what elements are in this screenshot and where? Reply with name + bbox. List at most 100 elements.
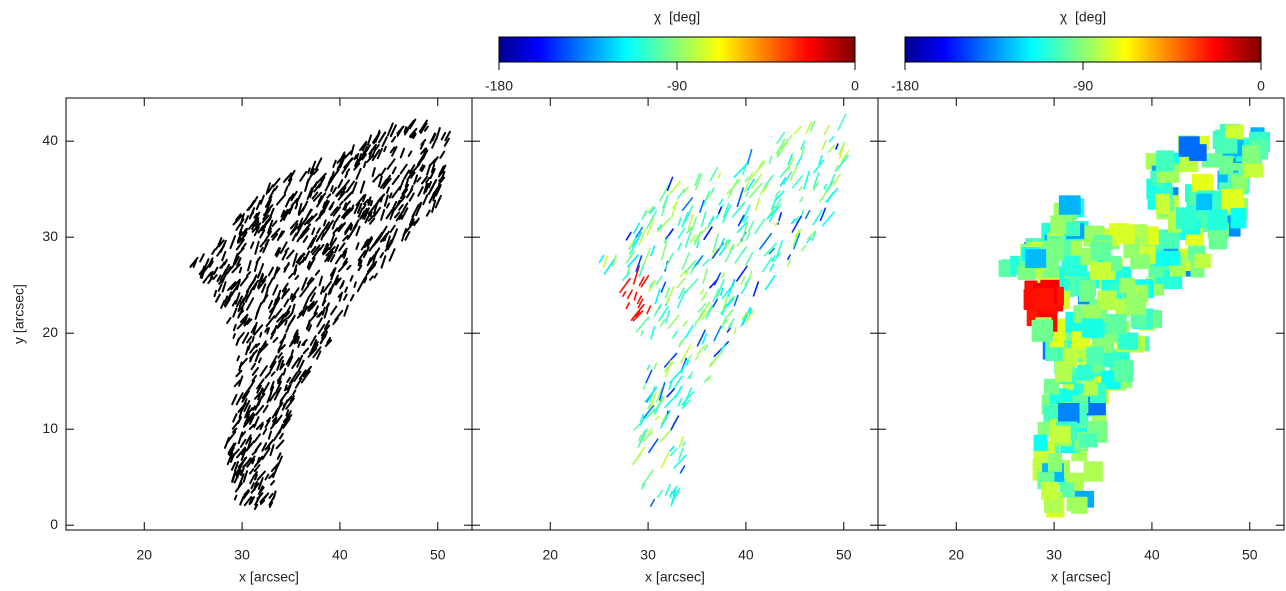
map-feature xyxy=(236,446,247,459)
map-feature xyxy=(232,413,238,423)
map-pixel xyxy=(1089,261,1111,280)
map-feature xyxy=(428,180,432,189)
map-feature xyxy=(326,336,332,344)
map-feature xyxy=(408,164,416,174)
map-feature xyxy=(315,210,326,222)
map-feature xyxy=(307,277,315,287)
map-feature xyxy=(359,180,366,194)
map-feature xyxy=(307,347,318,358)
map-feature xyxy=(262,288,269,303)
map-feature xyxy=(302,347,310,355)
map-feature xyxy=(246,455,256,468)
map-feature xyxy=(839,144,845,159)
map-feature xyxy=(687,214,694,230)
map-feature xyxy=(649,385,656,403)
map-feature xyxy=(722,202,730,218)
map-feature xyxy=(324,243,330,254)
map-feature xyxy=(353,281,357,288)
map-feature xyxy=(787,258,792,267)
map-feature xyxy=(719,237,725,250)
map-feature xyxy=(285,397,295,410)
map-feature xyxy=(747,220,755,233)
map-feature xyxy=(768,155,773,165)
map-feature xyxy=(720,342,727,352)
x-axis-label: x [arcsec] xyxy=(645,569,705,585)
map-feature xyxy=(286,249,295,260)
map-feature xyxy=(259,229,266,239)
y-tick-label: 10 xyxy=(42,420,58,436)
map-feature xyxy=(398,204,404,211)
map-feature xyxy=(838,141,846,155)
map-feature xyxy=(322,201,326,209)
map-feature xyxy=(267,266,275,277)
map-feature xyxy=(654,288,661,305)
map-feature xyxy=(265,182,271,195)
map-feature xyxy=(646,364,651,371)
map-feature xyxy=(311,247,321,260)
map-feature xyxy=(239,275,249,287)
map-feature xyxy=(762,256,773,273)
map-feature xyxy=(650,325,656,340)
map-feature xyxy=(350,204,355,212)
map-feature xyxy=(291,357,301,370)
map-feature xyxy=(309,312,318,322)
map-feature xyxy=(268,306,276,320)
map-feature xyxy=(264,238,270,247)
map-feature xyxy=(253,480,258,491)
map-feature xyxy=(423,125,429,132)
map-feature xyxy=(260,263,265,271)
map-feature xyxy=(259,194,265,205)
map-feature xyxy=(284,247,290,253)
map-feature xyxy=(334,277,342,286)
map-feature xyxy=(279,363,285,371)
map-feature xyxy=(294,203,299,210)
map-feature xyxy=(694,355,700,361)
map-feature xyxy=(343,202,348,209)
map-feature xyxy=(204,258,210,269)
map-feature xyxy=(264,473,270,481)
map-feature xyxy=(666,176,674,192)
map-feature xyxy=(248,496,254,506)
map-feature xyxy=(683,278,699,294)
map-feature xyxy=(779,177,787,187)
map-feature xyxy=(707,375,712,382)
map-feature xyxy=(232,333,236,340)
map-feature xyxy=(728,322,733,329)
map-feature xyxy=(389,124,397,138)
map-feature xyxy=(666,388,675,398)
map-feature xyxy=(840,150,850,163)
map-feature xyxy=(217,283,223,292)
axes-frame xyxy=(877,97,1285,531)
map-feature xyxy=(266,392,272,404)
map-feature xyxy=(361,193,367,203)
map-feature xyxy=(696,240,700,249)
map-feature xyxy=(439,150,446,159)
map-feature xyxy=(238,457,247,469)
map-feature xyxy=(787,254,791,261)
map-feature xyxy=(665,285,675,305)
map-feature xyxy=(371,260,378,269)
map-pixel xyxy=(1176,207,1197,230)
map-feature xyxy=(383,194,389,207)
map-feature xyxy=(269,480,276,486)
map-feature xyxy=(251,366,259,376)
map-feature xyxy=(272,464,279,479)
map-feature xyxy=(655,387,663,403)
map-feature xyxy=(288,272,294,279)
map-feature xyxy=(660,241,668,261)
map-feature xyxy=(241,332,250,344)
map-feature xyxy=(357,207,364,218)
map-feature xyxy=(286,376,291,383)
map-feature xyxy=(770,196,778,211)
map-feature xyxy=(366,196,372,204)
map-feature xyxy=(718,239,731,256)
map-feature xyxy=(726,178,742,195)
map-feature xyxy=(408,192,415,202)
map-feature xyxy=(640,330,644,336)
map-feature xyxy=(659,318,666,327)
map-feature xyxy=(382,177,392,190)
map-feature xyxy=(646,205,654,215)
map-feature xyxy=(317,323,326,335)
map-feature xyxy=(271,233,278,241)
map-feature xyxy=(741,204,751,223)
